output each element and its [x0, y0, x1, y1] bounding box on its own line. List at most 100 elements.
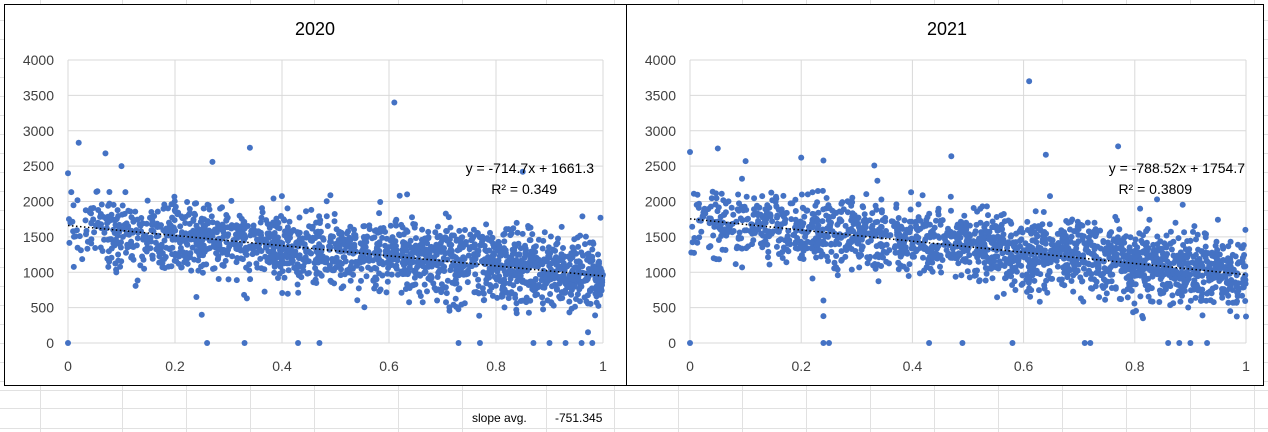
data-point: [443, 228, 450, 234]
x-tick-label: 0: [64, 358, 72, 374]
data-point: [189, 244, 196, 251]
data-point: [1072, 258, 1079, 265]
data-point: [424, 288, 430, 295]
data-point: [999, 236, 1005, 242]
data-point: [1085, 228, 1092, 235]
data-point: [856, 264, 863, 271]
data-point: [1233, 313, 1240, 320]
data-point: [920, 254, 926, 261]
data-point: [119, 202, 126, 209]
data-point: [241, 225, 248, 232]
data-point: [908, 189, 915, 196]
data-point: [1041, 235, 1048, 242]
data-point: [584, 276, 591, 283]
data-point: [759, 193, 766, 200]
y-tick-label: 3000: [23, 123, 54, 139]
data-point: [193, 200, 200, 207]
data-point: [550, 302, 557, 309]
data-point: [1214, 246, 1221, 253]
slope-avg-label[interactable]: slope avg.: [472, 411, 527, 425]
data-point: [147, 214, 153, 221]
x-tick-label: 1: [599, 358, 607, 374]
data-point: [387, 222, 394, 229]
data-point: [594, 266, 601, 273]
data-point: [448, 232, 455, 239]
data-point: [247, 276, 254, 283]
outlier-point: [1154, 196, 1161, 203]
outlier-point: [455, 340, 462, 346]
data-point: [573, 296, 579, 302]
data-point: [985, 258, 992, 264]
data-point: [902, 244, 909, 251]
data-point: [184, 199, 191, 205]
x-tick-label: 1: [1242, 358, 1250, 374]
data-point: [1032, 255, 1039, 262]
scatter-chart-2021[interactable]: 2021 0 0.2 0.4 0.6 0.8 1 0 500 1000 1500 2000 2500 30…: [626, 4, 1264, 386]
data-point: [814, 217, 821, 224]
data-point: [1085, 260, 1092, 267]
data-point: [974, 253, 981, 260]
y-tick-label: 1000: [645, 264, 676, 280]
outlier-point: [1042, 151, 1049, 158]
data-point: [101, 229, 108, 236]
data-point: [1139, 313, 1146, 319]
data-point: [801, 242, 808, 249]
data-point: [211, 265, 218, 272]
data-point: [168, 263, 175, 270]
y-tick-label: 2000: [645, 194, 676, 210]
data-point: [393, 262, 400, 269]
data-point: [1227, 263, 1234, 270]
data-point: [193, 230, 200, 237]
data-point: [116, 221, 123, 228]
data-point: [213, 229, 220, 236]
data-point: [237, 230, 244, 237]
data-point: [819, 187, 826, 194]
data-point: [1159, 245, 1165, 252]
data-point: [257, 255, 264, 262]
data-point: [172, 208, 179, 215]
data-point: [1154, 233, 1161, 240]
data-point: [545, 270, 552, 277]
data-point: [1224, 257, 1231, 264]
data-point: [996, 258, 1003, 265]
slope-avg-value[interactable]: -751.345: [555, 411, 603, 425]
data-point: [576, 259, 583, 266]
data-point: [553, 241, 560, 248]
data-point: [114, 207, 121, 214]
data-point: [240, 220, 247, 227]
data-point: [250, 222, 257, 229]
data-point: [123, 230, 130, 237]
data-point: [568, 291, 575, 298]
data-point: [1083, 242, 1090, 249]
data-point: [472, 271, 479, 278]
data-point: [441, 263, 448, 270]
data-point: [417, 293, 424, 299]
data-point: [1101, 265, 1108, 272]
data-point: [937, 217, 944, 224]
data-point: [575, 274, 582, 281]
data-point: [828, 240, 835, 247]
scatter-chart-2020[interactable]: 2020 0 0.2 0.4 0.6 0.8 1 0 500 1000 1500 2000 2500 30…: [4, 4, 627, 386]
data-point: [882, 231, 889, 238]
data-point: [1167, 302, 1174, 309]
data-point: [372, 282, 379, 289]
data-point: [123, 220, 130, 227]
data-point: [137, 262, 144, 269]
data-point: [895, 242, 902, 249]
data-point: [264, 220, 271, 227]
data-point: [490, 250, 497, 256]
data-point: [532, 277, 539, 284]
data-point: [895, 215, 902, 221]
data-point: [284, 205, 291, 212]
data-point: [989, 275, 996, 282]
data-point: [833, 253, 840, 259]
data-point: [167, 222, 173, 229]
data-point: [183, 240, 190, 247]
data-point: [270, 221, 277, 228]
data-point: [228, 197, 235, 204]
data-point: [828, 248, 835, 255]
data-point: [74, 197, 81, 204]
data-point: [510, 225, 517, 232]
data-point: [952, 240, 959, 247]
data-point: [128, 241, 135, 247]
